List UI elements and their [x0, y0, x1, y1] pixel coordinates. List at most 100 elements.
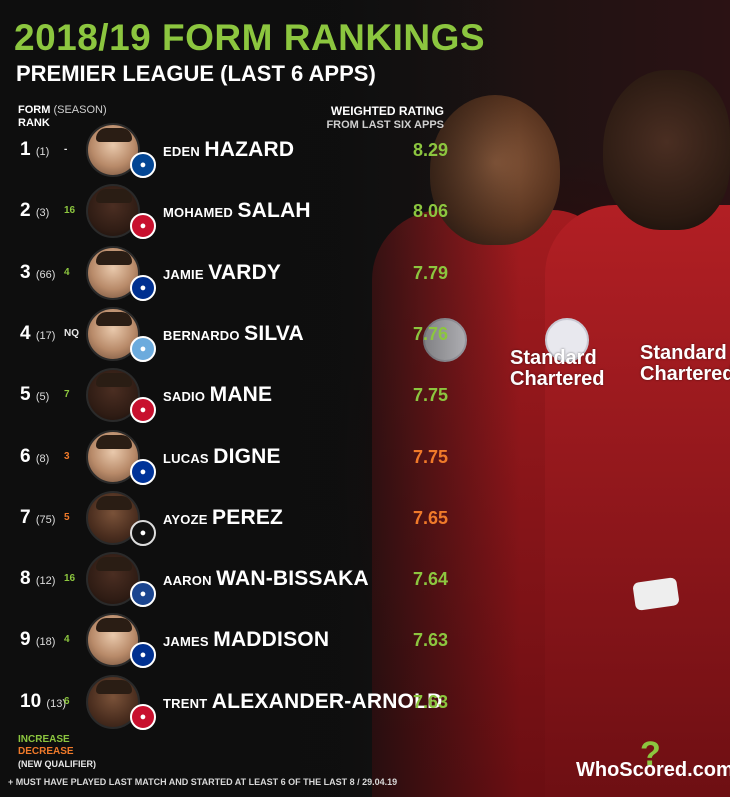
- club-crest-glyph: ●: [139, 710, 147, 723]
- ranking-row: 10 (13) 6 ● TRENT ALEXANDER-ARNOLD 7.63: [0, 672, 460, 732]
- rank-number: 6 (8): [20, 446, 49, 470]
- rank-number: 3 (66): [20, 262, 55, 286]
- rank-number: 7 (75): [20, 507, 55, 531]
- shirt-sponsor: Standard Chartered: [640, 343, 730, 385]
- rank-number: 8 (12): [20, 568, 55, 592]
- rank-label: RANK: [18, 117, 50, 129]
- player-avatar-hair: [96, 373, 132, 388]
- player-avatar-hair: [96, 189, 132, 204]
- player-last-name: HAZARD: [204, 138, 295, 161]
- club-crest-glyph: ●: [139, 588, 147, 601]
- shirt-sponsor-line1: Standard: [510, 347, 597, 369]
- player-last-name: SALAH: [237, 199, 311, 223]
- player-last-name: SILVA: [244, 321, 304, 345]
- player-name: LUCAS DIGNE: [163, 445, 281, 471]
- rank-value: 7: [20, 506, 31, 528]
- player-first-name: JAMES: [163, 634, 209, 650]
- ranking-row: 2 (3) 16 ● MOHAMED SALAH 8.06: [0, 181, 460, 241]
- rank-number: 2 (3): [20, 200, 49, 224]
- brand-logo: ? WhoScored.com: [576, 735, 730, 782]
- season-rank: (66): [35, 268, 56, 281]
- player-avatar-hair: [96, 557, 132, 572]
- legend-new-qualifier: (NEW QUALIFIER): [18, 759, 96, 769]
- club-crest-glyph: ●: [139, 220, 147, 233]
- player-name: JAMIE VARDY: [163, 261, 281, 287]
- leicester-crest-icon: ●: [130, 274, 156, 301]
- rank-value: 3: [20, 261, 31, 283]
- weighted-rating: 7.79: [412, 262, 448, 283]
- player-last-name: MADDISON: [213, 628, 330, 652]
- ranking-row: 4 (17) NQ ● BERNARDO SILVA 7.76: [0, 304, 460, 364]
- chelsea-crest-icon: ●: [130, 152, 156, 178]
- player-first-name: EDEN: [163, 144, 200, 159]
- rank-value: 1: [20, 139, 31, 160]
- player-name: EDEN HAZARD: [163, 138, 294, 164]
- player-avatar-hair: [96, 495, 132, 510]
- brand-name: WhoScored.com: [576, 759, 730, 781]
- leicester-crest-icon: ●: [130, 642, 156, 669]
- club-crest-glyph: ●: [139, 342, 147, 355]
- weighted-rating: 7.63: [412, 691, 448, 712]
- season-rank: (17): [35, 329, 56, 342]
- rank-change: 7: [64, 389, 70, 401]
- season-rank: (8): [35, 452, 50, 465]
- season-rank: (5): [35, 391, 50, 404]
- page-title: 2018/19 FORM RANKINGS: [14, 17, 486, 58]
- weighted-rating: 8.06: [412, 201, 448, 222]
- rank-change: 4: [64, 266, 70, 278]
- player-name: AARON WAN-BISSAKA: [163, 567, 369, 593]
- rank-value: 8: [20, 568, 31, 590]
- player-photo-mane: [545, 205, 730, 797]
- player-name: BERNARDO SILVA: [163, 322, 304, 348]
- rank-value: 5: [20, 384, 31, 406]
- weighted-rating: 8.29: [412, 140, 448, 160]
- weighted-rating: 7.75: [412, 446, 448, 467]
- rank-change: -: [64, 144, 68, 155]
- man-city-crest-icon: ●: [130, 335, 156, 362]
- weighted-rating: 7.64: [412, 569, 448, 590]
- ranking-row: 6 (8) 3 ● LUCAS DIGNE 7.75: [0, 427, 460, 487]
- player-avatar-hair: [96, 311, 132, 326]
- player-first-name: SADIO: [163, 389, 206, 405]
- club-crest-glyph: ●: [139, 649, 147, 662]
- rank-value: 6: [20, 445, 31, 467]
- rank-value: 10: [20, 690, 42, 712]
- player-avatar-hair: [96, 679, 132, 694]
- season-rank: (75): [35, 513, 56, 526]
- rank-number: 10 (13): [20, 691, 66, 715]
- club-crest-glyph: ●: [139, 159, 147, 171]
- season-label: (SEASON): [53, 104, 107, 116]
- rank-number: 1 (1): [20, 139, 49, 163]
- rank-change: 4: [64, 634, 70, 646]
- player-last-name: PEREZ: [212, 505, 284, 529]
- form-label: FORM: [18, 104, 51, 116]
- rank-number: 9 (18): [20, 629, 55, 653]
- shirt-sponsor: Standard Chartered: [510, 348, 604, 390]
- ranking-row: 3 (66) 4 ● JAMIE VARDY 7.79: [0, 243, 460, 303]
- rank-number: 4 (17): [20, 323, 55, 347]
- player-name: MOHAMED SALAH: [163, 199, 311, 225]
- weighted-rating: 7.63: [412, 630, 448, 651]
- club-crest-glyph: ●: [139, 281, 147, 294]
- player-first-name: MOHAMED: [163, 205, 234, 221]
- club-crest-glyph: ●: [139, 404, 147, 417]
- player-photo-mane-head: [603, 70, 730, 230]
- page-subtitle: PREMIER LEAGUE (LAST 6 APPS): [16, 61, 376, 86]
- rank-change: 16: [64, 573, 76, 585]
- rank-change: 5: [64, 511, 70, 523]
- player-avatar-hair: [96, 434, 132, 449]
- player-last-name: ALEXANDER-ARNOLD: [211, 689, 443, 713]
- ranking-row: 9 (18) 4 ● JAMES MADDISON 7.63: [0, 610, 460, 670]
- player-last-name: WAN-BISSAKA: [216, 567, 369, 591]
- liverpool-crest-icon: ●: [130, 213, 156, 240]
- newcastle-crest-icon: ●: [130, 519, 156, 546]
- weighted-rating-header: WEIGHTED RATING FROM LAST SIX APPS: [326, 104, 444, 132]
- legend-decrease: DECREASE: [18, 746, 74, 757]
- liverpool-crest-icon: ●: [130, 703, 156, 730]
- question-mark-logo-icon: ?: [640, 735, 661, 773]
- player-first-name: JAMIE: [163, 266, 204, 282]
- rank-number: 5 (5): [20, 384, 49, 408]
- season-rank: (18): [35, 636, 56, 649]
- ranking-row: 7 (75) 5 ● AYOZE PEREZ 7.65: [0, 488, 460, 548]
- season-rank: (3): [35, 207, 50, 220]
